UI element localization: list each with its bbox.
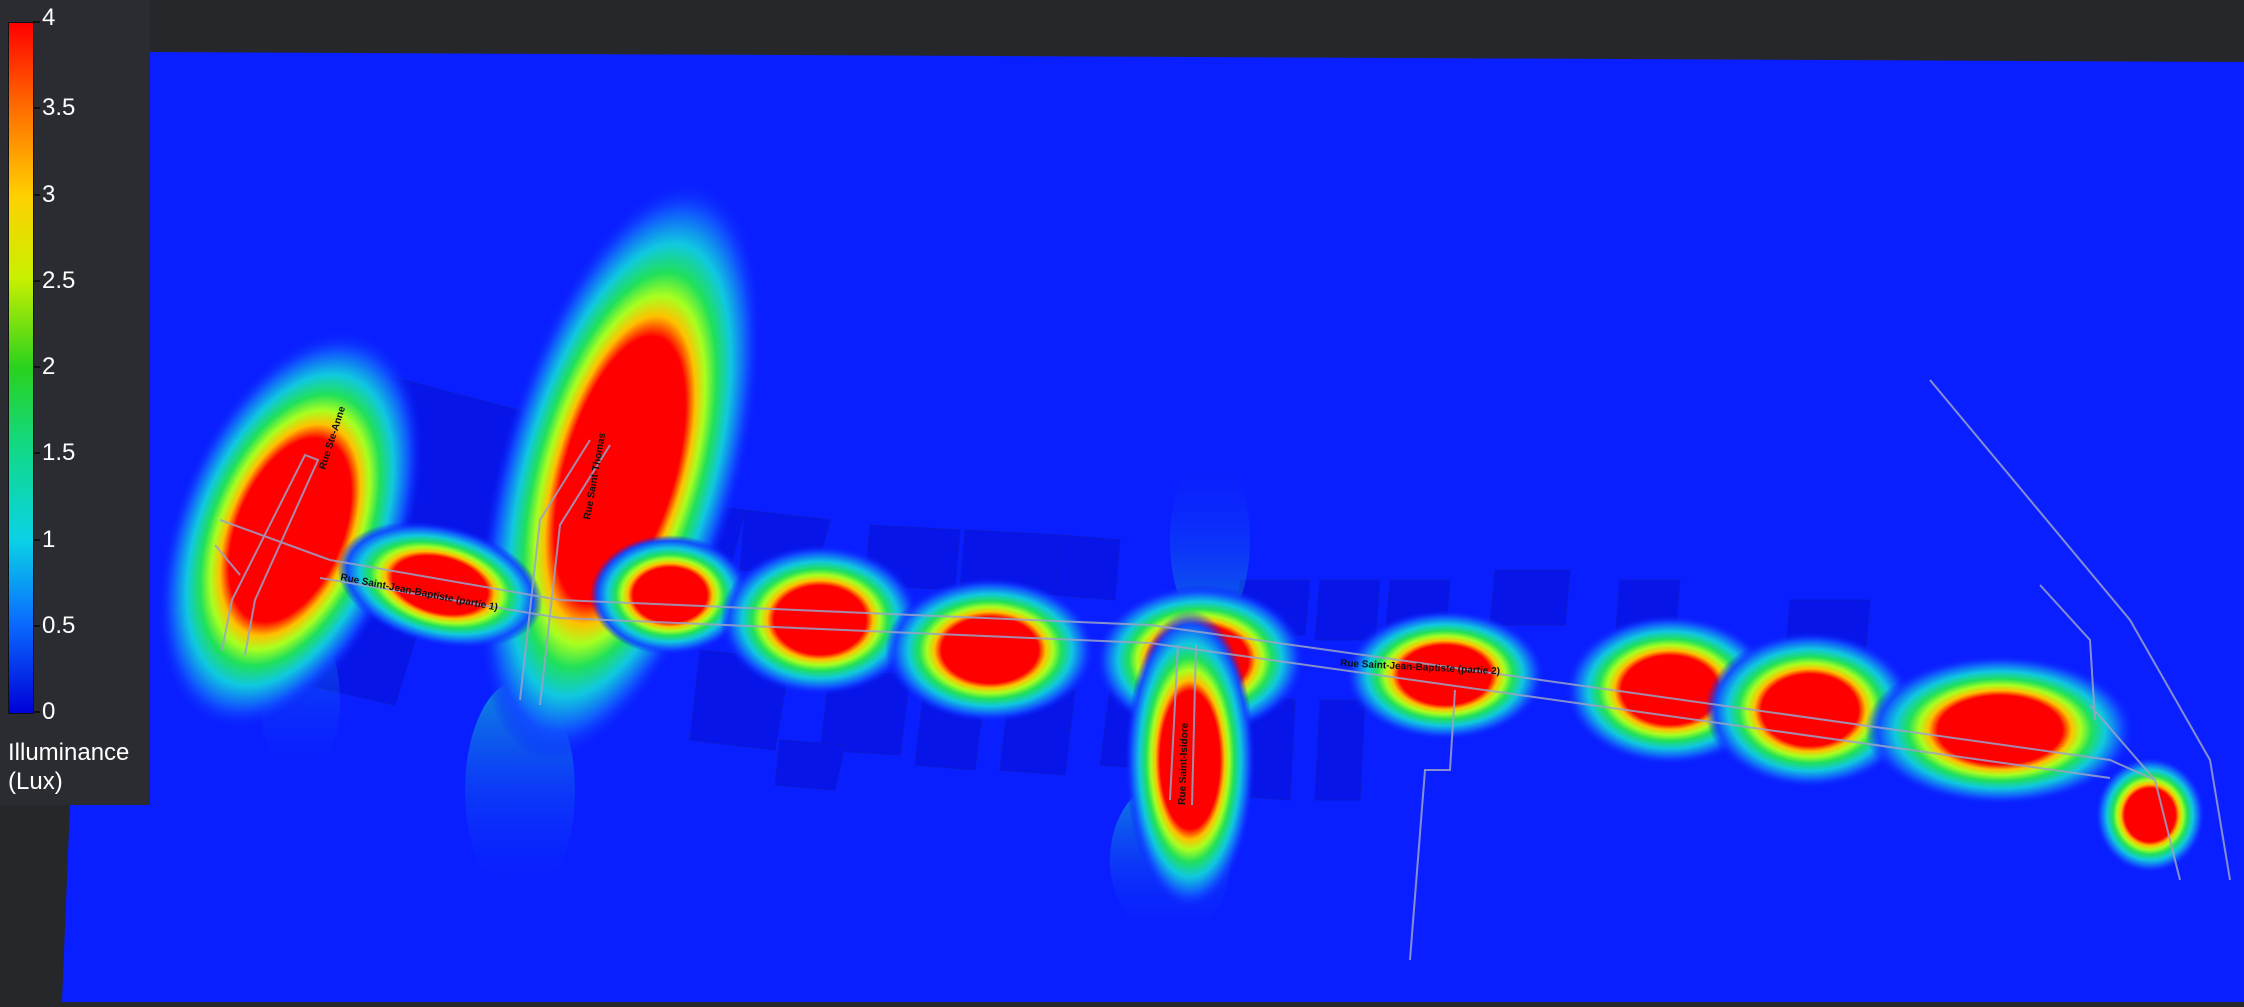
legend-tick-mark [33,21,40,23]
legend-tick-label: 3.5 [42,94,76,122]
legend-tick-label: 1 [42,525,56,553]
legend-tick-mark [33,193,40,196]
legend-tick-label: 2.5 [42,266,76,294]
color-scale-legend: 4 3.5 3 2.5 2 1.5 1 0.5 0 Illuminance (Lux) [0,0,150,805]
legend-tick-label: 1.5 [42,439,76,467]
legend-title-line1: Illuminance [8,739,130,766]
legend-tick-mark [33,366,40,368]
legend-tick-label: 3 [42,180,56,208]
legend-tick-label: 2 [42,353,56,380]
legend-tick-label: 4 [42,4,56,31]
legend-tick-mark [33,711,40,713]
legend-title: Illuminance (Lux) [8,738,129,796]
legend-title-line2: (Lux) [8,768,63,795]
color-scale-bar [8,22,34,714]
illuminance-heatmap [157,179,2205,910]
legend-tick-mark [33,624,40,627]
legend-tick-label: 0.5 [42,611,76,639]
street-label-saint-isidore: Rue Saint-Isidore [1177,722,1191,805]
street-outlines [214,379,2231,961]
legend-tick-mark [33,452,40,455]
legend-tick-mark [33,107,40,110]
legend-tick-mark [33,279,40,282]
legend-tick-mark [33,538,40,541]
legend-tick-label: 0 [42,698,56,725]
